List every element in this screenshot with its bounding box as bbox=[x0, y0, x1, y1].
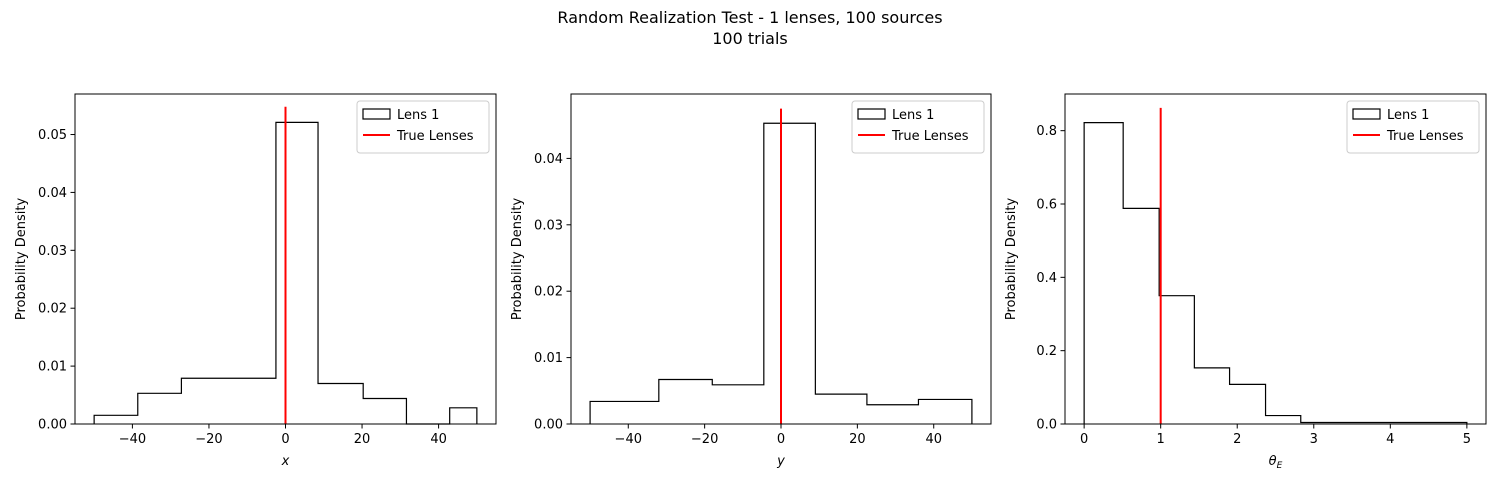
legend-swatch-lens-1 bbox=[1352, 108, 1381, 120]
x-tick-label: 3 bbox=[1310, 432, 1318, 447]
x-tick-label: −40 bbox=[119, 432, 146, 447]
figure-title: Random Realization Test - 1 lenses, 100 … bbox=[0, 7, 1500, 49]
x-tick-label: −20 bbox=[691, 432, 718, 447]
y-tick-label: 0.0 bbox=[1036, 418, 1057, 433]
histogram-bin bbox=[225, 378, 276, 424]
y-tick-label: 0.00 bbox=[38, 418, 67, 433]
histogram-bin bbox=[363, 399, 406, 424]
histogram-step-lens-1 bbox=[589, 122, 973, 424]
histogram-bin bbox=[712, 385, 764, 424]
y-axis-label: Probability Density bbox=[14, 198, 29, 321]
figure-title-line-2: 100 trials bbox=[712, 29, 788, 48]
y-axis-label: Probability Density bbox=[1004, 198, 1019, 321]
histogram-bin bbox=[590, 401, 659, 424]
x-tick-label: −40 bbox=[615, 432, 642, 447]
histogram-bin bbox=[659, 380, 712, 424]
figure-title-line-1: Random Realization Test - 1 lenses, 100 … bbox=[557, 8, 943, 27]
y-axis-label: Probability Density bbox=[510, 198, 525, 321]
subplot-1: −40 −20 0 20 40 0.00 0.01 0.02 0.03 0.04 0.05 x Prob… bbox=[14, 93, 497, 469]
y-tick-label: 0.8 bbox=[1036, 124, 1057, 139]
x-tick-label: −20 bbox=[195, 432, 222, 447]
y-tick-label: 0.6 bbox=[1036, 198, 1057, 213]
subplot-3: 0 1 2 3 4 5 0.0 0.2 0.4 0.6 0.8 θE Probability Densi… bbox=[1004, 93, 1487, 471]
legend-label-lens-1: Lens 1 bbox=[397, 108, 439, 123]
x-tick-label: 0 bbox=[777, 432, 785, 447]
histogram-bin bbox=[1266, 416, 1301, 424]
y-tick-label: 0.04 bbox=[534, 152, 563, 167]
x-tick-label: 1 bbox=[1157, 432, 1165, 447]
y-tick-label: 0.04 bbox=[38, 186, 67, 201]
legend: Lens 1 True Lenses bbox=[356, 100, 490, 154]
x-tick-label: 0 bbox=[1080, 432, 1088, 447]
x-axis-label: y bbox=[776, 454, 785, 469]
subplot-2: −40 −20 0 20 40 0.00 0.01 0.02 0.03 0.04 y Probabil… bbox=[510, 93, 992, 469]
y-tick-label: 0.03 bbox=[38, 244, 67, 259]
y-tick-label: 0.01 bbox=[38, 360, 67, 375]
histogram-bin bbox=[867, 405, 919, 424]
histogram-bin bbox=[181, 378, 225, 424]
histogram-bin bbox=[1230, 384, 1266, 424]
y-tick-label: 0.2 bbox=[1036, 344, 1057, 359]
x-tick-label: 0 bbox=[281, 432, 289, 447]
x-axis-label: θE bbox=[1269, 454, 1283, 471]
x-tick-label: 2 bbox=[1233, 432, 1241, 447]
x-axis-label: x bbox=[281, 454, 290, 469]
y-tick-label: 0.4 bbox=[1036, 271, 1057, 286]
histogram-bin bbox=[94, 415, 138, 424]
x-tick-label: 20 bbox=[849, 432, 866, 447]
histogram-bin bbox=[450, 408, 477, 424]
legend-swatch-lens-1 bbox=[362, 108, 391, 120]
x-tick-label: 20 bbox=[354, 432, 371, 447]
legend-label-true-lenses: True Lenses bbox=[1386, 129, 1464, 144]
histogram-bin bbox=[1194, 368, 1229, 424]
x-tick-label: 40 bbox=[925, 432, 942, 447]
legend: Lens 1 True Lenses bbox=[1346, 100, 1480, 154]
histogram-bin bbox=[1084, 123, 1123, 424]
histogram-step-lens-1 bbox=[1083, 122, 1468, 424]
histogram-bin bbox=[764, 123, 816, 424]
x-tick-label: 4 bbox=[1386, 432, 1394, 447]
histogram-bin bbox=[815, 394, 867, 424]
y-tick-label: 0.00 bbox=[534, 418, 563, 433]
histogram-bin bbox=[318, 383, 363, 424]
histogram-bin bbox=[1123, 208, 1159, 424]
y-tick-label: 0.01 bbox=[534, 351, 563, 366]
y-tick-label: 0.05 bbox=[38, 128, 67, 143]
legend-label-lens-1: Lens 1 bbox=[892, 108, 934, 123]
histogram-bin bbox=[918, 399, 971, 424]
legend-label-lens-1: Lens 1 bbox=[1387, 108, 1429, 123]
histogram-bin bbox=[276, 122, 318, 424]
y-tick-label: 0.02 bbox=[38, 302, 67, 317]
histogram-bin bbox=[1159, 296, 1194, 424]
x-tick-label: 5 bbox=[1463, 432, 1471, 447]
y-tick-label: 0.02 bbox=[534, 285, 563, 300]
legend-swatch-lens-1 bbox=[857, 108, 886, 120]
axes-frame bbox=[1064, 93, 1487, 425]
histogram-bin bbox=[138, 393, 182, 424]
y-tick-label: 0.03 bbox=[534, 218, 563, 233]
legend-label-true-lenses: True Lenses bbox=[891, 129, 969, 144]
legend: Lens 1 True Lenses bbox=[851, 100, 985, 154]
x-tick-label: 40 bbox=[430, 432, 447, 447]
legend-label-true-lenses: True Lenses bbox=[396, 129, 474, 144]
